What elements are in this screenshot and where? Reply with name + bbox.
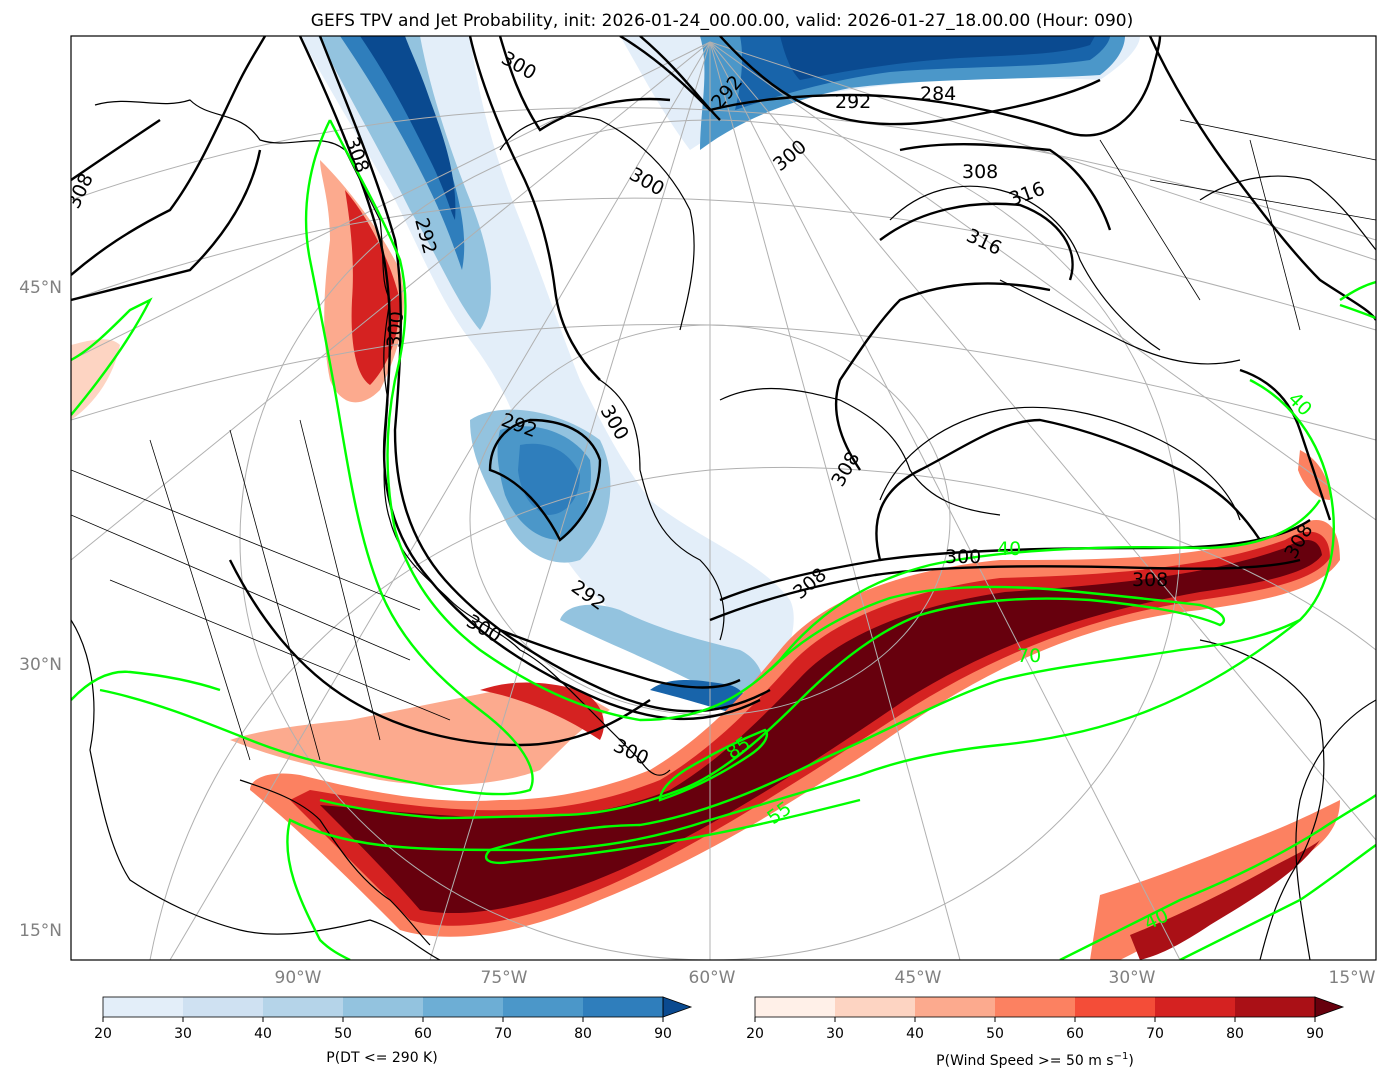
jet-label: 70 <box>1017 645 1041 667</box>
map-panel: 300 308 292 300 308 292 300 292 300 308 … <box>71 36 1376 960</box>
colorbar-tpv-tick-label: 80 <box>574 1026 592 1042</box>
colorbar-tpv-tick-label: 40 <box>254 1026 272 1042</box>
lon-tick: 30°W <box>1109 968 1156 988</box>
tpv-label: 284 <box>920 83 956 105</box>
colorbar-jet-tick-label: 30 <box>826 1026 844 1042</box>
colorbar-tpv-ticks: 20 30 40 50 60 70 80 90 <box>94 1017 672 1042</box>
lon-tick: 15°W <box>1329 968 1376 988</box>
latitude-ticks: 45°N 30°N 15°N <box>19 278 62 941</box>
colorbar-jet-tick-label: 40 <box>906 1026 924 1042</box>
lat-tick: 15°N <box>19 921 62 941</box>
colorbar-jet-swatch <box>995 997 1075 1017</box>
colorbar-tpv-swatch <box>183 997 263 1017</box>
colorbar-jet-tick-label: 70 <box>1146 1026 1164 1042</box>
colorbar-jet-swatch <box>755 997 835 1017</box>
colorbar-jet-label: P(Wind Speed >= 50 m s−1) <box>936 1051 1134 1069</box>
colorbar-tpv-tick-label: 50 <box>334 1026 352 1042</box>
colorbar-jet-tick-label: 80 <box>1226 1026 1244 1042</box>
colorbar-tpv-swatch <box>503 997 583 1017</box>
jet-contours <box>71 119 1376 960</box>
colorbar-tpv-swatch <box>423 997 503 1017</box>
colorbar-jet-swatch <box>1235 997 1315 1017</box>
colorbar-jet-tick-label: 90 <box>1306 1026 1324 1042</box>
colorbar-tpv-tick-label: 30 <box>174 1026 192 1042</box>
colorbar-tpv: 20 30 40 50 60 70 80 90 P(DT <= 290 K) <box>94 996 693 1066</box>
colorbar-jet-outline <box>754 996 1316 1018</box>
colorbar-tpv-extend-arrow <box>662 996 693 1018</box>
colorbar-jet-swatch <box>1155 997 1235 1017</box>
colorbar-tpv-tick-label: 90 <box>654 1026 672 1042</box>
lat-tick: 30°N <box>19 655 62 675</box>
lon-tick: 75°W <box>481 968 528 988</box>
colorbar-tpv-tick-label: 60 <box>414 1026 432 1042</box>
colorbar-tpv-swatch <box>583 997 663 1017</box>
tpv-label: 300 <box>383 310 408 348</box>
map-frame <box>70 35 1377 961</box>
tpv-label: 300 <box>945 546 981 568</box>
colorbar-jet-swatch <box>835 997 915 1017</box>
colorbar-jet-extend-arrow <box>1314 996 1345 1018</box>
lon-tick: 60°W <box>689 968 736 988</box>
colorbar-tpv-tick-label: 20 <box>94 1026 112 1042</box>
colorbar-tpv-swatch <box>343 997 423 1017</box>
figure-title: GEFS TPV and Jet Probability, init: 2026… <box>311 11 1133 31</box>
tpv-label: 308 <box>962 161 998 183</box>
tpv-label: 308 <box>1132 569 1168 591</box>
colorbar-jet-ticks: 20 30 40 50 60 70 80 90 <box>746 1017 1324 1042</box>
colorbar-jet-swatches <box>754 996 1345 1018</box>
colorbar-jet-tick-label: 20 <box>746 1026 764 1042</box>
colorbar-jet-swatch <box>1075 997 1155 1017</box>
lon-tick: 45°W <box>895 968 942 988</box>
colorbar-tpv-swatch <box>263 997 343 1017</box>
tpv-contours <box>71 36 1376 747</box>
longitude-ticks: 90°W 75°W 60°W 45°W 30°W 15°W <box>275 968 1376 988</box>
jet-label: 40 <box>997 538 1021 560</box>
lat-tick: 45°N <box>19 278 62 298</box>
colorbar-tpv-swatch <box>103 997 183 1017</box>
colorbar-jet-tick-label: 50 <box>986 1026 1004 1042</box>
colorbar-tpv-outline <box>102 996 664 1018</box>
colorbar-tpv-tick-label: 70 <box>494 1026 512 1042</box>
colorbar-jet-swatch <box>915 997 995 1017</box>
colorbar-tpv-label: P(DT <= 290 K) <box>326 1050 437 1066</box>
lon-tick: 90°W <box>275 968 322 988</box>
colorbar-jet-tick-label: 60 <box>1066 1026 1084 1042</box>
tpv-label: 292 <box>835 91 871 113</box>
colorbar-tpv-swatches <box>102 996 693 1018</box>
colorbar-jet: 20 30 40 50 60 70 80 90 P(Wind Speed >= 50 m s−… <box>746 996 1345 1069</box>
